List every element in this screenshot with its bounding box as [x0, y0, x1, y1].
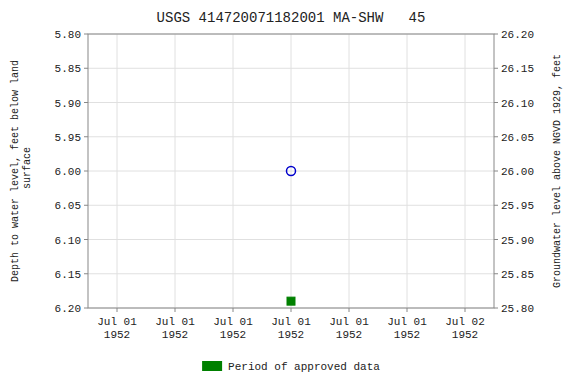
tick-label: 5.90 — [55, 98, 81, 110]
tick — [84, 171, 88, 172]
text-line: Jul 01 — [329, 316, 369, 328]
tick-label: Jul 011952 — [155, 316, 195, 341]
grid-line — [465, 34, 466, 308]
grid-line — [407, 34, 408, 308]
text-line: Jul 01 — [387, 316, 427, 328]
tick-label: Jul 021952 — [445, 316, 485, 341]
tick — [84, 34, 88, 35]
grid-line — [233, 34, 234, 308]
tick — [494, 239, 498, 240]
tick-label: 26.00 — [501, 166, 534, 178]
text-line: surface — [22, 147, 33, 195]
y2-label: Groundwater level above NGVD 1929, feet — [552, 54, 563, 288]
tick — [84, 205, 88, 206]
tick-label: 5.85 — [55, 63, 81, 75]
text-line: 1952 — [220, 329, 246, 341]
tick — [494, 171, 498, 172]
tick — [494, 34, 498, 35]
tick-label: Jul 011952 — [97, 316, 137, 341]
tick-label: 5.80 — [55, 29, 81, 41]
tick-label: 6.00 — [55, 166, 81, 178]
y2-axis: 26.20 26.15 26.10 26.05 26.00 25.95 25.90 25.85… — [494, 29, 534, 315]
y-axis: 5.80 5.85 5.90 5.95 6.00 6.05 6.10 6.15 6.20 — [55, 29, 88, 315]
grid-line — [117, 34, 118, 308]
text-line: 1952 — [336, 329, 362, 341]
tick-label: Jul 011952 — [271, 316, 311, 341]
text-line: Jul 01 — [97, 316, 137, 328]
chart: 5.80 5.85 5.90 5.95 6.00 6.05 6.10 6.15 6.20 26.2… — [0, 0, 576, 384]
tick — [407, 308, 408, 312]
tick — [84, 68, 88, 69]
tick-label: 6.20 — [55, 303, 81, 315]
title: USGS 414720071182001 MA-SHW 45 — [157, 10, 426, 26]
grid — [88, 34, 494, 308]
tick-label: 26.05 — [501, 132, 534, 144]
text-line: Groundwater level above NGVD 1929, feet — [552, 54, 563, 288]
tick — [84, 239, 88, 240]
grid-line — [349, 34, 350, 308]
tick-label: 26.20 — [501, 29, 534, 41]
text-line: 1952 — [162, 329, 188, 341]
tick — [349, 308, 350, 312]
tick — [465, 308, 466, 312]
tick-label: 6.15 — [55, 269, 81, 281]
legend: Period of approved data — [202, 361, 380, 373]
tick — [494, 102, 498, 103]
tick — [291, 308, 292, 312]
tick — [84, 136, 88, 137]
text-line: Jul 01 — [271, 316, 311, 328]
tick-label: 6.05 — [55, 200, 81, 212]
text-line: Depth to water level, feet below land — [10, 60, 21, 282]
page: {"chart_data": { "type": "scatter", "tit… — [0, 0, 576, 384]
tick-label: Jul 011952 — [387, 316, 427, 341]
tick — [84, 102, 88, 103]
text-line: 1952 — [394, 329, 420, 341]
tick — [84, 308, 88, 309]
text-line: 1952 — [452, 329, 478, 341]
text-line: Jul 02 — [445, 316, 485, 328]
tick — [233, 308, 234, 312]
tick-label: 25.85 — [501, 269, 534, 281]
tick — [494, 136, 498, 137]
text-line: 1952 — [278, 329, 304, 341]
tick-label: Jul 011952 — [329, 316, 369, 341]
x-axis: Jul 011952Jul 011952Jul 011952Jul 011952… — [97, 308, 485, 341]
marks — [287, 167, 296, 306]
tick — [494, 273, 498, 274]
grid-line — [291, 34, 292, 308]
grid-line — [175, 34, 176, 308]
tick-label: Jul 011952 — [213, 316, 253, 341]
text-line: Jul 01 — [155, 316, 195, 328]
tick-label: 6.10 — [55, 235, 81, 247]
tick — [175, 308, 176, 312]
tick — [494, 68, 498, 69]
text-line: 1952 — [104, 329, 130, 341]
tick — [84, 273, 88, 274]
point — [287, 167, 296, 176]
tick — [494, 308, 498, 309]
tick-label: 26.15 — [501, 63, 534, 75]
plot-frame — [88, 34, 494, 308]
tick — [494, 205, 498, 206]
tick-label: 25.95 — [501, 200, 534, 212]
tick-label: 26.10 — [501, 98, 534, 110]
tick-label: 25.80 — [501, 303, 534, 315]
tick-label: 25.90 — [501, 235, 534, 247]
legend-swatch — [202, 361, 222, 371]
tick — [117, 308, 118, 312]
legend-label: Period of approved data — [228, 361, 380, 373]
point — [287, 297, 295, 305]
text-line: Jul 01 — [213, 316, 253, 328]
y-label: Depth to water level, feet below land su… — [10, 60, 33, 282]
tick-label: 5.95 — [55, 132, 81, 144]
